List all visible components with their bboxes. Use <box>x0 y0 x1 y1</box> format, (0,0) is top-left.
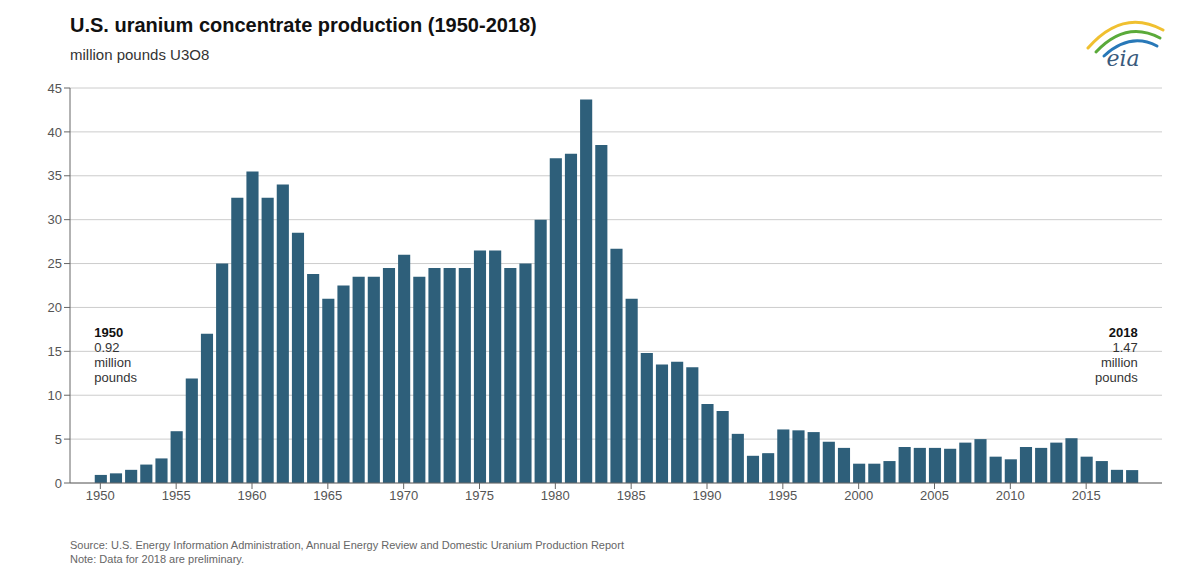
svg-text:1995: 1995 <box>768 488 797 503</box>
svg-text:1955: 1955 <box>162 488 191 503</box>
svg-text:1985: 1985 <box>617 488 646 503</box>
svg-text:1970: 1970 <box>389 488 418 503</box>
html-text:Source: U.S. Energy Informatio: Source: U.S. Energy Information Administ… <box>70 539 624 565</box>
html-text:1950: 1950 <box>94 325 124 340</box>
svg-text:2015: 2015 <box>1072 488 1101 503</box>
svg-text:0: 0 <box>55 476 62 491</box>
html-text:million pounds: million pounds <box>1095 355 1138 385</box>
svg-text:2010: 2010 <box>996 488 1025 503</box>
html-text:million pounds U3O8: million pounds U3O8 <box>70 46 210 63</box>
svg-text:30: 30 <box>48 212 62 227</box>
svg-text:35: 35 <box>48 168 62 183</box>
svg-text:1960: 1960 <box>238 488 267 503</box>
svg-text:1980: 1980 <box>541 488 570 503</box>
svg-text:1990: 1990 <box>693 488 722 503</box>
svg-text:20: 20 <box>48 300 62 315</box>
html-text:U.S. uranium concentrate produ: U.S. uranium concentrate production (195… <box>70 14 537 36</box>
svg-text:1965: 1965 <box>313 488 342 503</box>
svg-text:1975: 1975 <box>465 488 494 503</box>
svg-text:2000: 2000 <box>844 488 873 503</box>
svg-text:1950: 1950 <box>86 488 115 503</box>
html-text:eia: eia <box>1106 46 1140 71</box>
svg-text:45: 45 <box>48 81 62 96</box>
svg-text:25: 25 <box>48 256 62 271</box>
svg-text:10: 10 <box>48 388 62 403</box>
svg-text:2005: 2005 <box>920 488 949 503</box>
svg-text:15: 15 <box>48 344 62 359</box>
svg-text:5: 5 <box>55 432 62 447</box>
html-text:1.47: 1.47 <box>1112 340 1138 355</box>
html-text:2018: 2018 <box>1108 325 1138 340</box>
svg-text:40: 40 <box>48 125 62 140</box>
html-text:0.92: 0.92 <box>94 340 120 355</box>
html-text:million pounds: million pounds <box>94 355 137 385</box>
